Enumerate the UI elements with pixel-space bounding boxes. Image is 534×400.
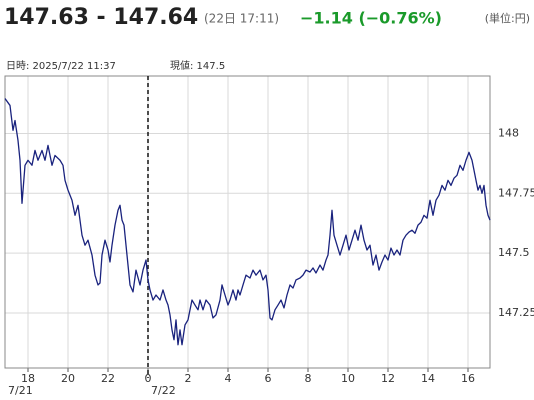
- x-tick-label: 0: [145, 372, 152, 385]
- x-tick-label: 6: [265, 372, 272, 385]
- x-tick-label: 12: [381, 372, 395, 385]
- unit: (単位:円): [485, 11, 530, 25]
- y-tick-label: 147.25: [498, 306, 534, 319]
- x-tick-label: 8: [305, 372, 312, 385]
- y-tick-label: 147.75: [498, 186, 534, 199]
- x-tick-label: 20: [61, 372, 75, 385]
- x-tick-label: 22: [101, 372, 115, 385]
- date-label: 7/22: [151, 384, 176, 397]
- price-line: [4, 98, 491, 346]
- x-tick-label: 4: [225, 372, 232, 385]
- plot-frame: [4, 75, 491, 369]
- y-tick-label: 147.5: [498, 246, 530, 259]
- x-tick-label: 10: [341, 372, 355, 385]
- info-current: 現値: 147.5: [170, 59, 225, 72]
- x-tick-label: 16: [461, 372, 475, 385]
- time: (22日 17:11): [204, 12, 279, 26]
- x-tick-label: 14: [421, 372, 435, 385]
- x-tick-label: 2: [185, 372, 192, 385]
- price: 147.63 - 147.64: [4, 5, 198, 30]
- x-tick-label: 18: [21, 372, 35, 385]
- y-tick-label: 148: [498, 126, 519, 139]
- info-datetime: 日時: 2025/7/22 11:37: [6, 60, 116, 72]
- change: −1.14 (−0.76%): [300, 9, 442, 28]
- date-label: 7/21: [8, 384, 33, 397]
